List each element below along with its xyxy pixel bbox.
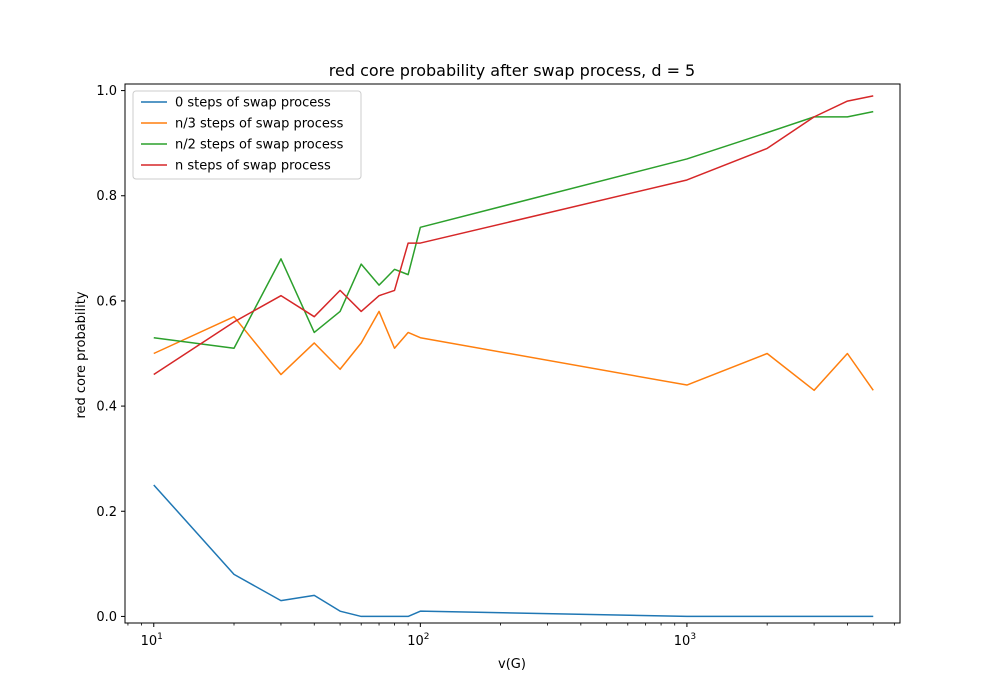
legend-label: n steps of swap process (175, 159, 331, 174)
y-tick-label: 0.0 (96, 610, 117, 625)
x-tick-label: 101 (141, 632, 163, 649)
y-tick-label: 1.0 (96, 84, 117, 99)
plot-area (153, 95, 874, 618)
y-axis-label: red core probability (74, 291, 89, 418)
legend-box (132, 90, 362, 180)
chart-title: red core probability after swap process,… (329, 61, 695, 80)
x-tick-label: 102 (407, 632, 429, 649)
series-line-1 (153, 310, 874, 392)
y-tick-label: 0.2 (96, 505, 117, 520)
y-tick-label: 0.4 (96, 400, 117, 415)
axes-frame (124, 83, 901, 624)
x-tick-label: 103 (674, 632, 696, 649)
y-tick-label: 0.6 (96, 294, 117, 309)
series-line-2 (153, 110, 874, 349)
legend-label: n/2 steps of swap process (175, 138, 344, 153)
x-axis-label: v(G) (498, 657, 526, 672)
series-line-0 (153, 484, 874, 618)
legend: 0 steps of swap process n/3 steps of swap… (132, 90, 362, 180)
axes: 0.0 0.2 0.4 0.6 0.8 1.0 101 102 103 (96, 83, 901, 649)
y-tick-label: 0.8 (96, 189, 117, 204)
legend-label: 0 steps of swap process (175, 96, 331, 111)
series-line-3 (153, 95, 874, 376)
legend-label: n/3 steps of swap process (175, 117, 344, 132)
